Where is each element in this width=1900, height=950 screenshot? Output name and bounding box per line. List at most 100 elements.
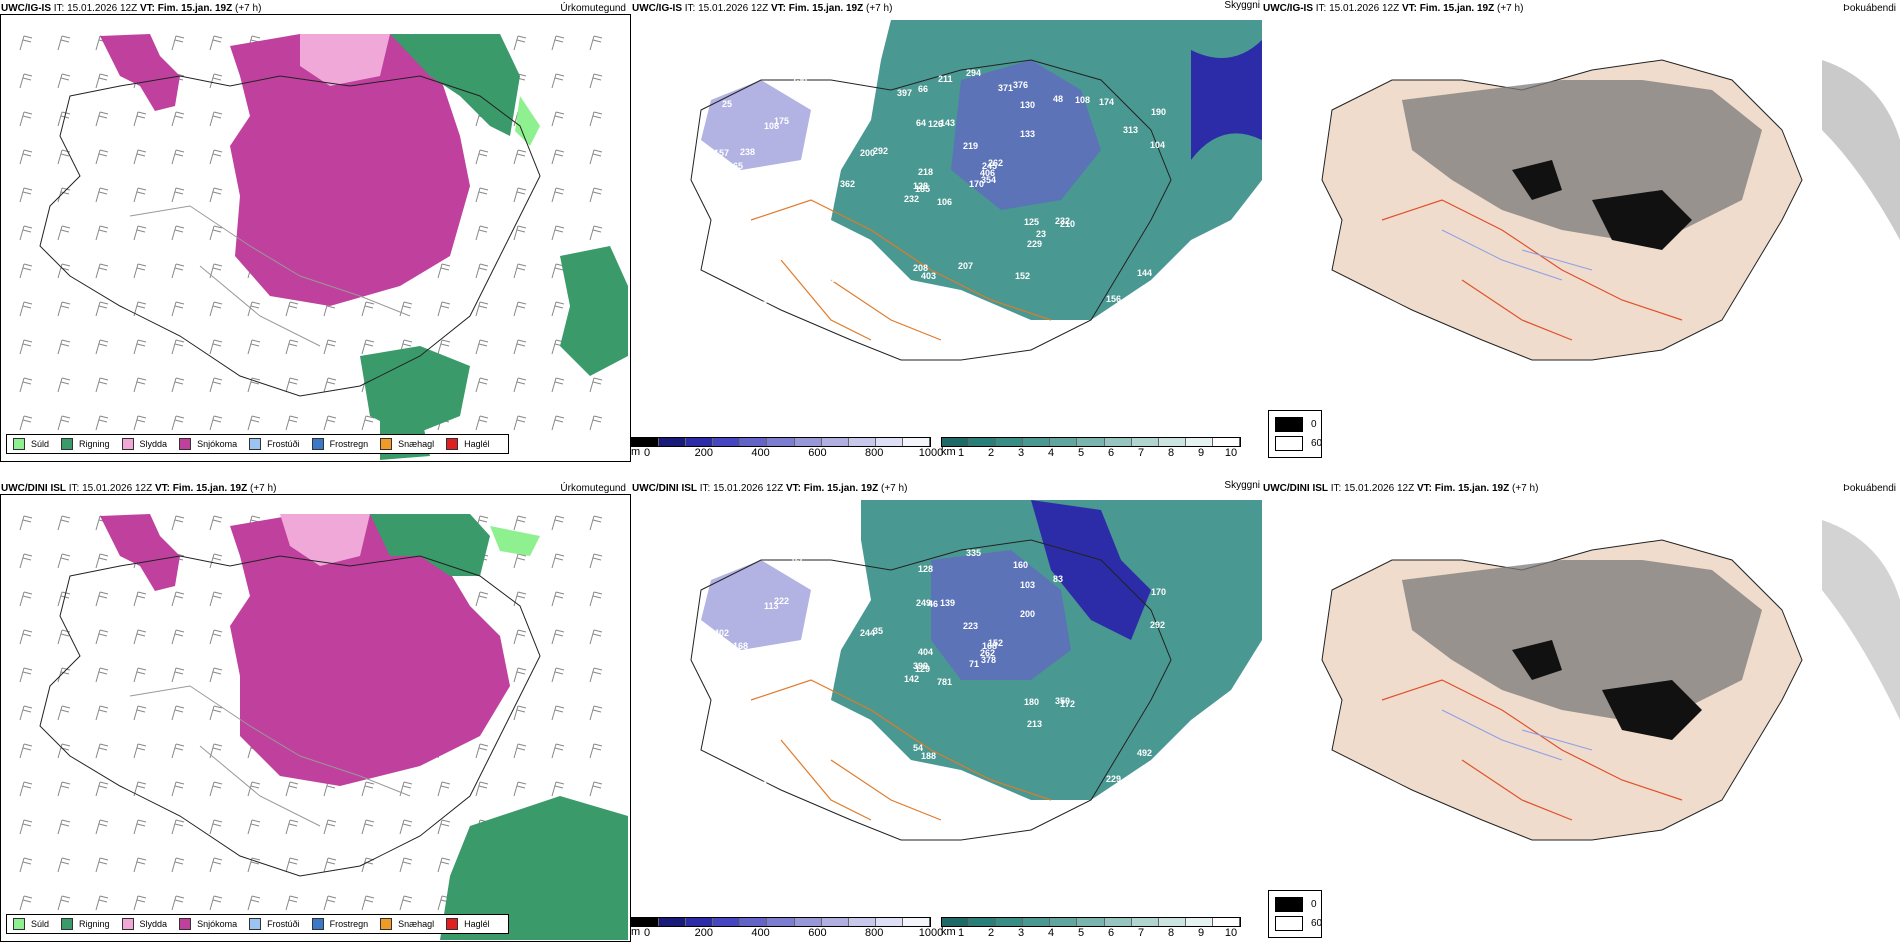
- wind-barb: [247, 377, 261, 393]
- rivers: [1441, 709, 1593, 761]
- visibility-panel-row2: UWC/DINI ISL IT: 15.01.2026 12Z VT: Fim.…: [631, 480, 1262, 948]
- wind-barb: [209, 781, 223, 797]
- legend-label: Haglél: [464, 439, 490, 449]
- colorbar-cell: [902, 438, 931, 446]
- colorbar-cell: [1023, 918, 1051, 926]
- colorbar-tick: 3: [1017, 927, 1025, 939]
- wind-barb: [323, 377, 337, 393]
- wind-barb: [133, 743, 147, 759]
- cloud-base-value: 175: [774, 116, 789, 126]
- cloud-base-value: 172: [1060, 699, 1075, 709]
- cloud-base-value: 65: [733, 161, 743, 171]
- panel-type-label: Skyggni: [1224, 480, 1260, 491]
- wind-barb: [513, 629, 527, 645]
- colorbar-cell: [686, 918, 714, 926]
- cloud-base-value: 66: [918, 84, 928, 94]
- cloud-base-value: 292: [873, 146, 888, 156]
- cloud-base-value: 310: [789, 779, 804, 789]
- low-cloud-ne: [1031, 500, 1151, 640]
- panel-type-label: Þokuábendi: [1843, 483, 1896, 494]
- cloud-base-value: 369: [834, 772, 849, 782]
- wind-barb: [551, 187, 565, 203]
- colorbar-tick: 7: [1137, 927, 1145, 939]
- colorbar-cell: [686, 438, 714, 446]
- wind-barb: [171, 225, 185, 241]
- wind-barb: [133, 415, 147, 431]
- wind-barb: [361, 301, 375, 317]
- cloud-base-value: 174: [1099, 97, 1114, 107]
- cloud-base-value: 64: [916, 118, 926, 128]
- legend-swatch: [179, 918, 192, 930]
- wind-barb: [171, 415, 185, 431]
- wind-barb: [57, 781, 71, 797]
- wind-barb: [57, 415, 71, 431]
- wind-barb: [323, 339, 337, 355]
- wind-barb: [399, 857, 413, 873]
- wind-barb: [209, 667, 223, 683]
- cloud-base-value: 335: [966, 548, 981, 558]
- legend-swatch: [121, 438, 134, 450]
- panel-header: UWC/DINI ISL IT: 15.01.2026 12Z VT: Fim.…: [632, 483, 908, 494]
- cloud-base-value: 498: [817, 261, 832, 271]
- wind-barb: [589, 149, 603, 165]
- wind-barb: [437, 301, 451, 317]
- colorbar-cell: [1185, 918, 1213, 926]
- cloud-base-value: 188: [921, 751, 936, 761]
- wind-barb: [247, 819, 261, 835]
- wind-barb: [133, 111, 147, 127]
- cloud-base-value: 200: [860, 148, 875, 158]
- wind-barb: [19, 591, 33, 607]
- wind-barb: [209, 111, 223, 127]
- legend-swatch: [13, 438, 25, 450]
- colorbar-tick: 2: [987, 447, 995, 459]
- wind-barb: [171, 263, 185, 279]
- colorbar-cell: [740, 438, 768, 446]
- cloud-base-value: 106: [937, 197, 952, 207]
- iceland-coastline: [39, 555, 541, 877]
- wind-barb: [247, 415, 261, 431]
- colorbar-cell: [1158, 918, 1186, 926]
- wind-barb: [323, 857, 337, 873]
- legend-item: Snjókoma: [179, 438, 237, 450]
- wind-barb: [95, 263, 109, 279]
- wind-barb: [589, 377, 603, 393]
- wind-barb: [19, 819, 33, 835]
- cloud-base-value: 168: [982, 641, 997, 651]
- legend-item: Rigning: [61, 438, 110, 450]
- legend-item: Snæhagl: [380, 438, 434, 450]
- colorbar-tick: 10: [1224, 447, 1238, 459]
- colorbar-cell: [875, 438, 903, 446]
- cloud-base-value: 386: [769, 252, 784, 262]
- cloud-base-value: 234: [782, 247, 797, 257]
- wind-barb: [19, 301, 33, 317]
- colorbar-cell: [1050, 918, 1078, 926]
- panel-type-label: Þokuábendi: [1843, 3, 1896, 14]
- cloud-base-value: 25: [722, 99, 732, 109]
- colorbar-cell: [969, 438, 997, 446]
- wind-barb: [171, 111, 185, 127]
- colorbar-tick: 10: [1224, 927, 1238, 939]
- fog-legend: 0 60: [1268, 890, 1322, 938]
- roads: [129, 685, 411, 827]
- cloud-base-value: 170: [1151, 587, 1166, 597]
- precip-map: [19, 34, 628, 460]
- wind-barb: [133, 591, 147, 607]
- wind-barb: [285, 857, 299, 873]
- wind-barb: [209, 705, 223, 721]
- wind-barb: [19, 629, 33, 645]
- wind-barb: [247, 339, 261, 355]
- colorbar-cell: [659, 438, 687, 446]
- wind-barb: [57, 225, 71, 241]
- colorbar-tick: 600: [808, 927, 827, 939]
- cloud-base-value: 213: [1027, 719, 1042, 729]
- cloud-base-value: 156: [1106, 294, 1121, 304]
- wind-barb: [171, 819, 185, 835]
- wind-barb: [171, 35, 185, 51]
- wind-barb: [209, 377, 223, 393]
- wind-barb: [95, 667, 109, 683]
- wind-barb: [19, 743, 33, 759]
- wind-barb: [437, 263, 451, 279]
- cloud-base-value: 143: [940, 118, 955, 128]
- legend-label: Rigning: [79, 919, 110, 929]
- colorbar-tick: 9: [1197, 447, 1205, 459]
